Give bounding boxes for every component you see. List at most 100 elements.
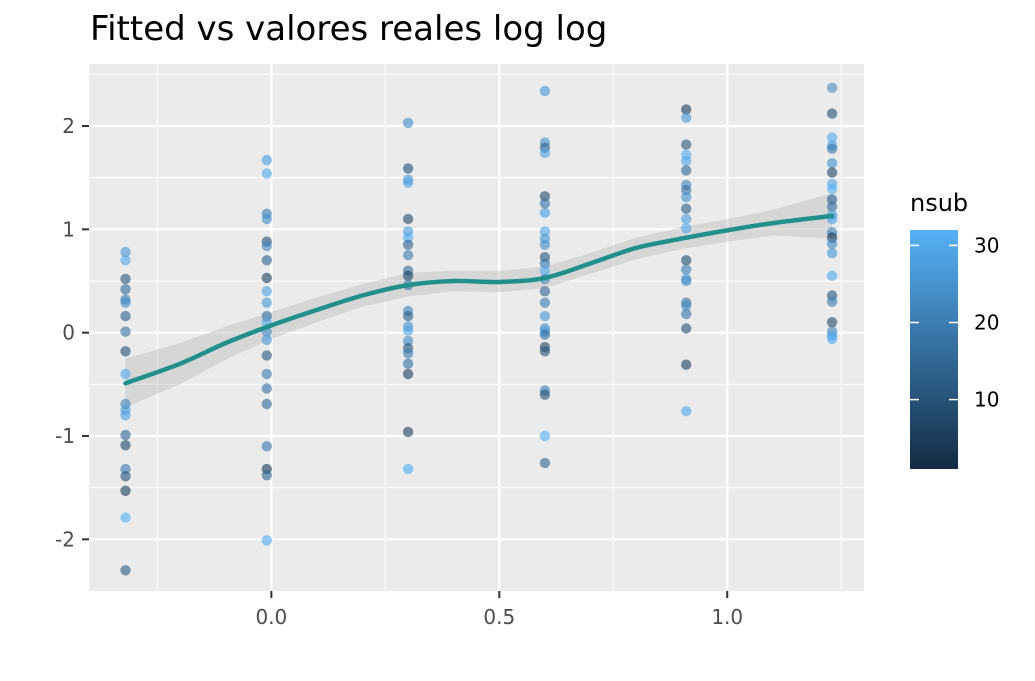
data-point — [681, 359, 692, 370]
data-point — [120, 485, 131, 496]
data-point — [539, 389, 551, 400]
data-point — [539, 226, 551, 237]
data-point — [539, 430, 551, 442]
data-point — [120, 463, 131, 475]
y-tick-label: 1 — [62, 217, 75, 241]
data-point — [402, 239, 414, 250]
data-point — [120, 255, 131, 266]
chart-title: Fitted vs valores reales log log — [90, 9, 607, 49]
data-point — [120, 246, 131, 258]
data-point — [826, 317, 838, 328]
data-point — [681, 192, 692, 203]
data-point — [402, 368, 414, 380]
data-point — [261, 334, 272, 346]
data-point — [120, 284, 131, 295]
data-point — [826, 132, 838, 143]
colorbar-tick-label: 20 — [974, 311, 999, 335]
data-point — [120, 512, 131, 523]
data-point — [120, 326, 131, 337]
data-point — [681, 112, 692, 123]
data-point — [826, 108, 838, 119]
data-point — [120, 471, 131, 482]
y-tick-label: -2 — [55, 527, 75, 551]
major-gridlines — [89, 64, 864, 591]
data-point — [539, 191, 551, 202]
data-point — [826, 183, 838, 195]
data-point — [402, 213, 414, 225]
data-point — [681, 184, 692, 196]
data-point — [261, 470, 272, 481]
data-point — [261, 168, 272, 179]
data-point — [261, 213, 272, 225]
data-point — [826, 201, 838, 212]
data-point — [539, 329, 551, 340]
data-point — [402, 232, 414, 243]
data-point — [261, 286, 272, 297]
data-point — [120, 565, 131, 576]
x-tick-label: 0.0 — [255, 605, 287, 629]
data-point — [120, 346, 131, 357]
data-point — [120, 410, 131, 421]
data-point — [261, 383, 272, 394]
data-point — [681, 155, 692, 167]
data-point — [826, 82, 838, 94]
data-point — [826, 158, 838, 169]
data-point — [402, 177, 414, 188]
data-point — [261, 535, 272, 546]
data-point — [261, 398, 272, 410]
data-point — [681, 406, 692, 417]
data-point — [681, 275, 692, 287]
data-point — [539, 258, 551, 269]
data-point — [539, 346, 551, 357]
data-point — [681, 213, 692, 225]
data-point — [261, 368, 272, 380]
data-point — [402, 117, 414, 129]
colorbar-ticks: 10 20 30 — [910, 233, 999, 412]
data-point — [402, 325, 414, 336]
data-point — [681, 165, 692, 176]
data-point — [402, 426, 414, 438]
y-tick-label: 2 — [62, 114, 75, 138]
data-point — [826, 247, 838, 259]
data-point — [120, 429, 131, 441]
data-point — [261, 441, 272, 452]
data-point — [539, 147, 551, 159]
data-point — [402, 310, 414, 322]
data-point — [402, 463, 414, 475]
data-point — [120, 310, 131, 322]
data-point — [681, 255, 692, 266]
data-point — [826, 296, 838, 307]
plot-panel — [89, 64, 864, 591]
data-point — [681, 264, 692, 275]
data-point — [539, 297, 551, 308]
data-point — [539, 85, 551, 97]
data-point — [402, 335, 414, 347]
colorbar-tick-label: 10 — [974, 388, 999, 412]
data-point — [261, 272, 272, 284]
data-point — [539, 310, 551, 322]
data-point — [402, 270, 414, 281]
data-point — [826, 333, 838, 345]
legend-title: nsub — [910, 189, 968, 217]
data-point — [402, 358, 414, 369]
data-point — [120, 368, 131, 380]
data-point — [681, 308, 692, 320]
confidence-band — [125, 193, 833, 408]
colorbar-tick-label: 30 — [974, 233, 999, 257]
data-point — [681, 323, 692, 334]
data-point — [539, 207, 551, 218]
data-point — [402, 250, 414, 261]
data-point — [681, 300, 692, 311]
data-point — [261, 154, 272, 166]
data-point — [681, 139, 692, 150]
y-tick-label: -1 — [55, 424, 75, 448]
data-point — [826, 194, 838, 205]
data-point — [261, 350, 272, 361]
data-point — [539, 239, 551, 250]
data-point — [681, 223, 692, 234]
points-layer — [120, 82, 838, 576]
colorbar-legend: nsub 10 20 30 — [910, 189, 999, 469]
data-point — [261, 240, 272, 252]
